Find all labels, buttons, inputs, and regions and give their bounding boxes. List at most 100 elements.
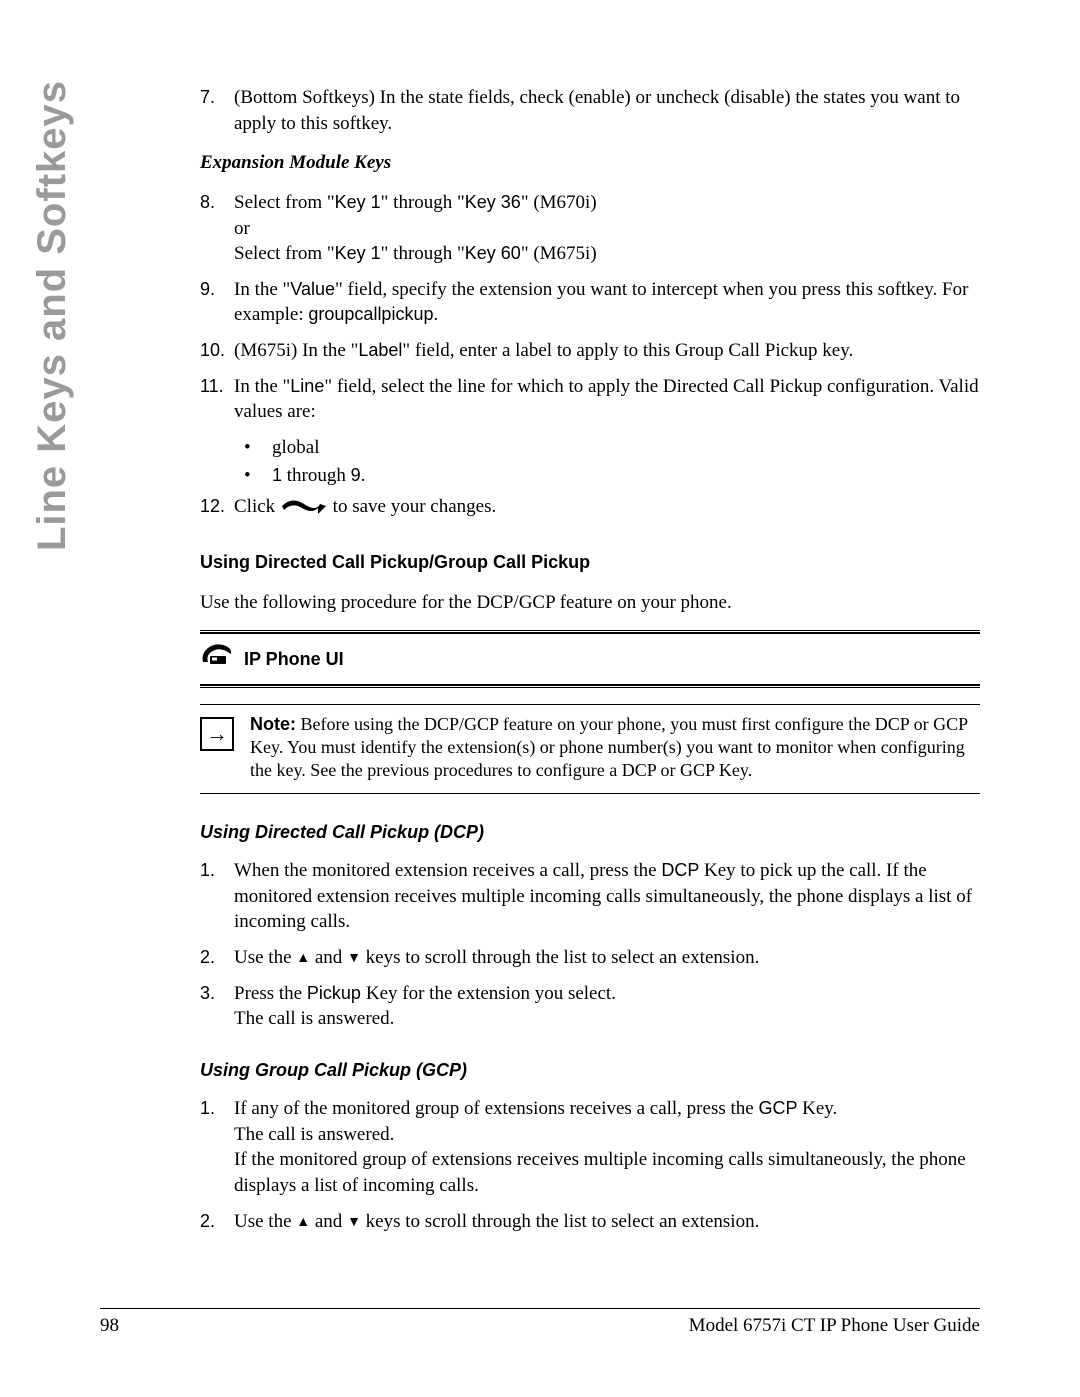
text: In the " <box>234 376 290 397</box>
step-9: 9. In the "Value" field, specify the ext… <box>200 277 980 328</box>
text: " through " <box>381 243 465 264</box>
bullet-text: global <box>272 435 320 461</box>
key-label: Pickup <box>307 983 366 1003</box>
text: Select from " <box>234 192 335 213</box>
heading-using-gcp: Using Group Call Pickup (GCP) <box>200 1058 980 1082</box>
main-content: 7. (Bottom Softkeys) In the state fields… <box>200 85 980 1234</box>
step-text: In the "Value" field, specify the extens… <box>234 277 980 328</box>
range-start: 1 <box>272 465 282 485</box>
text: If the monitored group of extensions rec… <box>234 1149 966 1196</box>
heading-using-dcp: Using Directed Call Pickup (DCP) <box>200 820 980 844</box>
step-text: Select from "Key 1" through "Key 36" (M6… <box>234 190 980 267</box>
key-label: Key 36 <box>465 192 521 212</box>
ui-box-label: IP Phone UI <box>244 647 344 671</box>
step-number: 12. <box>200 494 234 524</box>
field-label: Line <box>290 376 324 396</box>
gcp-step-2: 2. Use the ▲ and ▼ keys to scroll throug… <box>200 1209 980 1235</box>
step-number: 8. <box>200 190 234 267</box>
text: Press the <box>234 983 307 1004</box>
bullet-range: • 1 through 9. <box>244 463 980 489</box>
text: Use the <box>234 1211 296 1232</box>
step-number: 7. <box>200 85 234 136</box>
step-text: Click to save your changes. <box>234 494 980 524</box>
key-label: Key 60 <box>465 243 521 263</box>
step-text: If any of the monitored group of extensi… <box>234 1096 980 1199</box>
text: " (M675i) <box>521 243 597 264</box>
up-arrow-icon: ▲ <box>296 950 310 969</box>
text: (M675i) In the " <box>234 340 358 361</box>
range-end: 9 <box>351 465 361 485</box>
note-label: Note: <box>250 714 296 734</box>
ui-box-header: IP Phone UI <box>200 640 980 678</box>
step-text: Press the Pickup Key for the extension y… <box>234 981 980 1032</box>
text: or <box>234 218 250 239</box>
text: Key for the extension you select. <box>366 983 616 1004</box>
text: In the " <box>234 279 290 300</box>
text: to save your changes. <box>333 496 497 517</box>
gcp-step-1: 1. If any of the monitored group of exte… <box>200 1096 980 1199</box>
text: " field, select the line for which to ap… <box>234 376 979 423</box>
text: " through " <box>381 192 465 213</box>
step-text: Use the ▲ and ▼ keys to scroll through t… <box>234 1209 980 1235</box>
footer-title: Model 6757i CT IP Phone User Guide <box>689 1315 980 1337</box>
text: Click <box>234 496 280 517</box>
step-number: 11. <box>200 374 234 425</box>
text: Key. <box>802 1098 837 1119</box>
step-text: When the monitored extension receives a … <box>234 858 980 935</box>
example-value: groupcallpickup <box>308 304 433 324</box>
text: . <box>361 465 366 486</box>
page: Line Keys and Softkeys 7. (Bottom Softke… <box>0 0 1080 1397</box>
key-label: GCP <box>758 1098 802 1118</box>
text: " (M670i) <box>521 192 597 213</box>
step-10: 10. (M675i) In the "Label" field, enter … <box>200 338 980 364</box>
step-text: (Bottom Softkeys) In the state fields, c… <box>234 85 980 136</box>
note-block: → Note: Before using the DCP/GCP feature… <box>200 704 980 794</box>
step-number: 1. <box>200 858 234 935</box>
text: keys to scroll through the list to selec… <box>361 1211 759 1232</box>
step-text: (M675i) In the "Label" field, enter a la… <box>234 338 980 364</box>
step-8: 8. Select from "Key 1" through "Key 36" … <box>200 190 980 267</box>
note-arrow-icon: → <box>200 717 234 751</box>
field-label: Value <box>290 279 335 299</box>
down-arrow-icon: ▼ <box>347 1214 361 1233</box>
key-label: Key 1 <box>335 192 381 212</box>
down-arrow-icon: ▼ <box>347 950 361 969</box>
text: If any of the monitored group of extensi… <box>234 1098 758 1119</box>
bullet-dot: • <box>244 435 272 461</box>
heading-using-dcp-gcp: Using Directed Call Pickup/Group Call Pi… <box>200 550 980 574</box>
text: keys to scroll through the list to selec… <box>361 947 759 968</box>
text: Select from " <box>234 243 335 264</box>
key-label: DCP <box>661 860 704 880</box>
bullet-global: • global <box>244 435 980 461</box>
step-7: 7. (Bottom Softkeys) In the state fields… <box>200 85 980 136</box>
field-label: Label <box>358 340 402 360</box>
step-12: 12. Click to save your changes. <box>200 494 980 524</box>
step-text: Use the ▲ and ▼ keys to scroll through t… <box>234 945 980 971</box>
up-arrow-icon: ▲ <box>296 1214 310 1233</box>
side-section-label: Line Keys and Softkeys <box>30 80 90 580</box>
step-text: In the "Line" field, select the line for… <box>234 374 980 425</box>
dcp-step-1: 1. When the monitored extension receives… <box>200 858 980 935</box>
text: through <box>282 465 351 486</box>
rule <box>200 684 980 688</box>
step-number: 2. <box>200 1209 234 1235</box>
text: and <box>310 947 347 968</box>
text: When the monitored extension receives a … <box>234 860 661 881</box>
step-number: 2. <box>200 945 234 971</box>
text: " field, enter a label to apply to this … <box>402 340 853 361</box>
page-number: 98 <box>100 1315 119 1337</box>
step-number: 10. <box>200 338 234 364</box>
text: . <box>433 304 438 325</box>
intro-paragraph: Use the following procedure for the DCP/… <box>200 590 980 616</box>
page-footer: 98 Model 6757i CT IP Phone User Guide <box>100 1308 980 1337</box>
heading-expansion-module-keys: Expansion Module Keys <box>200 150 980 176</box>
step-number: 3. <box>200 981 234 1032</box>
step-number: 1. <box>200 1096 234 1199</box>
text: and <box>310 1211 347 1232</box>
step-11: 11. In the "Line" field, select the line… <box>200 374 980 425</box>
bullet-text: 1 through 9. <box>272 463 365 489</box>
footer-rule <box>100 1308 980 1309</box>
dcp-step-2: 2. Use the ▲ and ▼ keys to scroll throug… <box>200 945 980 971</box>
text: Use the <box>234 947 296 968</box>
rule <box>200 630 980 634</box>
